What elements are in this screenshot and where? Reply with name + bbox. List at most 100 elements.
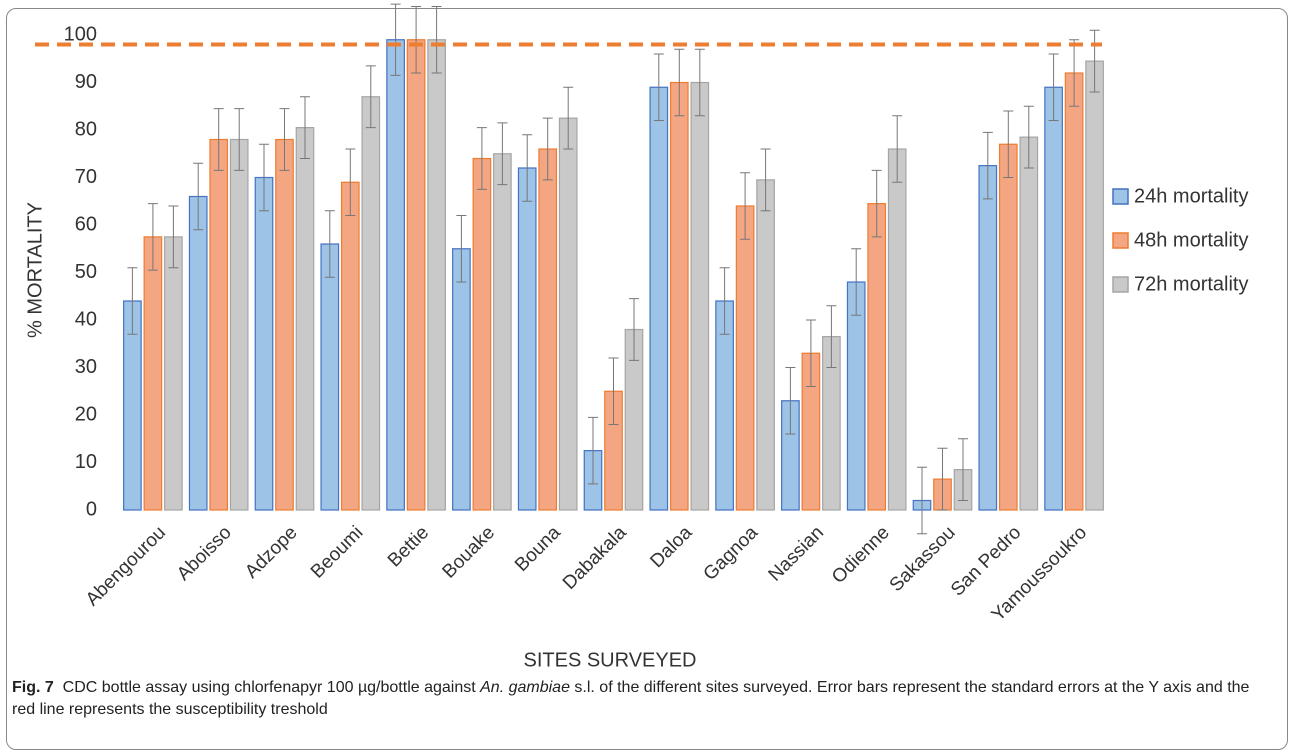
error-bar [694,48,705,117]
bar [275,138,294,511]
x-tick-label: Nassian [765,522,828,585]
error-bar [871,169,882,238]
caption: Fig. 7 CDC bottle assay using chlorfenap… [12,677,1272,721]
bar [340,181,360,511]
error-bar [937,447,948,511]
error-bar [805,319,816,387]
error-bar [193,162,204,231]
y-tick-label: 10 [75,451,97,473]
error-bar [608,357,619,425]
x-axis-title: SITES SURVEYED [523,649,696,671]
bar [386,39,405,511]
error-bar [740,172,751,240]
error-bar [390,3,401,76]
bar [472,157,492,511]
y-tick-label: 40 [75,308,97,330]
bar [998,143,1018,511]
bar [867,203,887,511]
bar [690,81,710,511]
bar [1044,86,1063,511]
error-bar [279,108,290,171]
error-bar [760,148,771,212]
error-bar [982,131,993,200]
error-bar [588,416,598,485]
y-tick-label: 20 [75,403,97,425]
y-tick-label: 80 [75,118,97,140]
caption-label: Fig. 7 [12,679,54,696]
x-tick-label: Adzope [241,522,301,582]
bar [229,138,249,511]
error-bar [563,86,574,150]
error-bar [1003,110,1014,178]
y-tick-label: 100 [64,23,97,45]
error-bar [168,205,179,269]
x-tick-label: Gagnoa [700,522,763,585]
caption-text: s.l. of the different sites surveyed. Er… [12,679,1250,718]
legend-label: 48h mortality [1134,229,1249,251]
x-tick-label: Dabakala [559,522,631,594]
chart: % MORTALITY SITES SURVEYED 0 10 20 30 40 50 60… [24,3,1249,671]
bar [427,39,446,511]
bar [452,248,471,511]
bar [320,243,340,511]
bar [164,236,183,511]
bar [756,179,775,511]
caption-text: CDC bottle assay using chlorfenapyr 100 … [62,679,481,696]
y-tick-label: 0 [86,498,97,520]
error-bar [785,367,796,435]
error-bar [456,215,467,283]
error-bar [324,210,335,278]
legend-label: 72h mortality [1134,273,1249,295]
bar [188,195,208,511]
bar [209,138,229,511]
bar [493,153,512,511]
bar [558,117,578,511]
y-tick-label: 60 [75,213,97,235]
caption-species: An. gambiae [480,679,570,696]
error-bar [1069,39,1080,107]
error-bar [259,143,269,212]
x-tick-label: Bouna [511,522,565,576]
bar [406,39,426,511]
bar [538,148,558,511]
bar [735,205,755,511]
error-bar [851,248,862,316]
bar [669,81,689,511]
error-bar [497,122,508,186]
x-tick-label: Bettie [384,522,433,571]
bar [295,127,315,511]
error-bar [431,6,442,74]
error-bar [917,466,927,535]
bar [649,86,669,511]
bar [517,167,537,511]
error-bar [300,96,310,159]
bar [361,96,381,511]
error-bar [522,134,533,202]
error-bar [542,117,553,181]
error-bar [629,298,639,361]
y-axis-title: % MORTALITY [24,202,46,338]
bar [254,176,274,511]
legend-label: 24h mortality [1134,185,1249,207]
x-tick-label: Abengourou [82,522,170,610]
bar [1085,60,1104,511]
x-tick-label: Beoumi [307,522,367,582]
error-bar [345,148,356,216]
error-bar [1048,53,1059,121]
x-tick-label: Odienne [828,522,894,588]
bar [846,281,866,511]
y-tick-label: 30 [75,356,97,378]
bar [143,236,163,511]
error-bar [1089,29,1100,93]
error-bar [234,108,245,171]
bar [1019,136,1039,511]
y-tick-label: 90 [75,71,97,93]
bar [887,148,907,511]
x-tick-label: Bouake [439,522,499,582]
x-tick-label: Daloa [646,522,696,572]
legend-swatch [1112,276,1129,293]
error-bar [365,65,376,129]
error-bar [653,53,664,121]
error-bar [411,6,422,74]
error-bar [127,267,138,335]
